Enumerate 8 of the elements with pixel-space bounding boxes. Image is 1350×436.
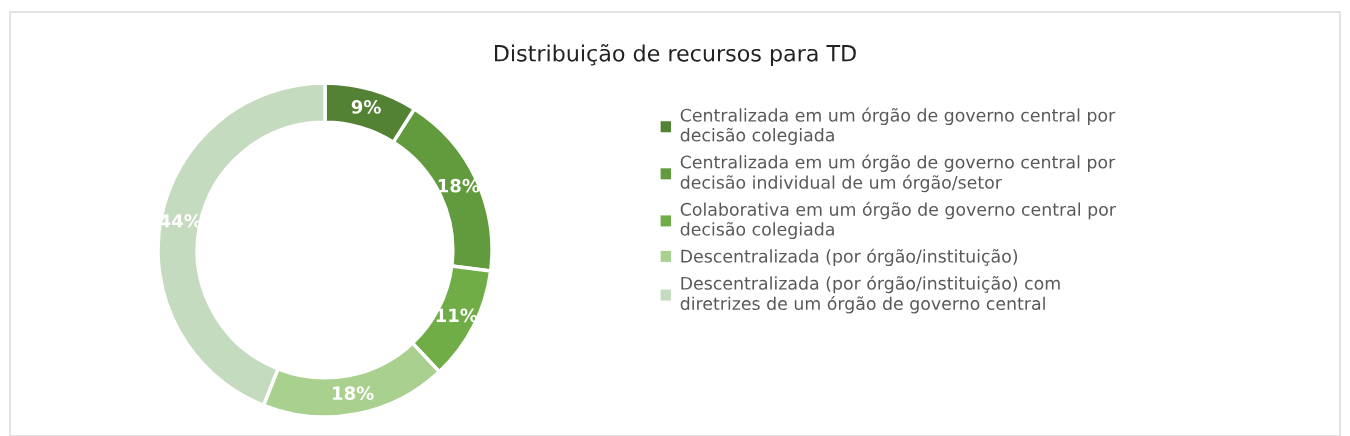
data-label: 9% bbox=[351, 100, 381, 114]
legend-label: Centralizada em um órgão de governo central por decisão colegiada bbox=[680, 107, 1116, 145]
legend-label: Descentralizada (por órgão/instituição) bbox=[681, 248, 1018, 267]
legend-label: Centralizada em um órgão de governo central por decisão individual de um órgão/setor bbox=[680, 154, 1116, 193]
legend-label: Descentralizada (por órgão/instituição) com diretrizes de um órgão de governo central bbox=[680, 275, 1060, 314]
legend-label: Colaborativa em um órgão de governo central por decisão colegiada bbox=[680, 201, 1116, 240]
chart-title: Distribuição de recursos para TD bbox=[494, 44, 856, 66]
data-label: 18% bbox=[333, 386, 374, 401]
